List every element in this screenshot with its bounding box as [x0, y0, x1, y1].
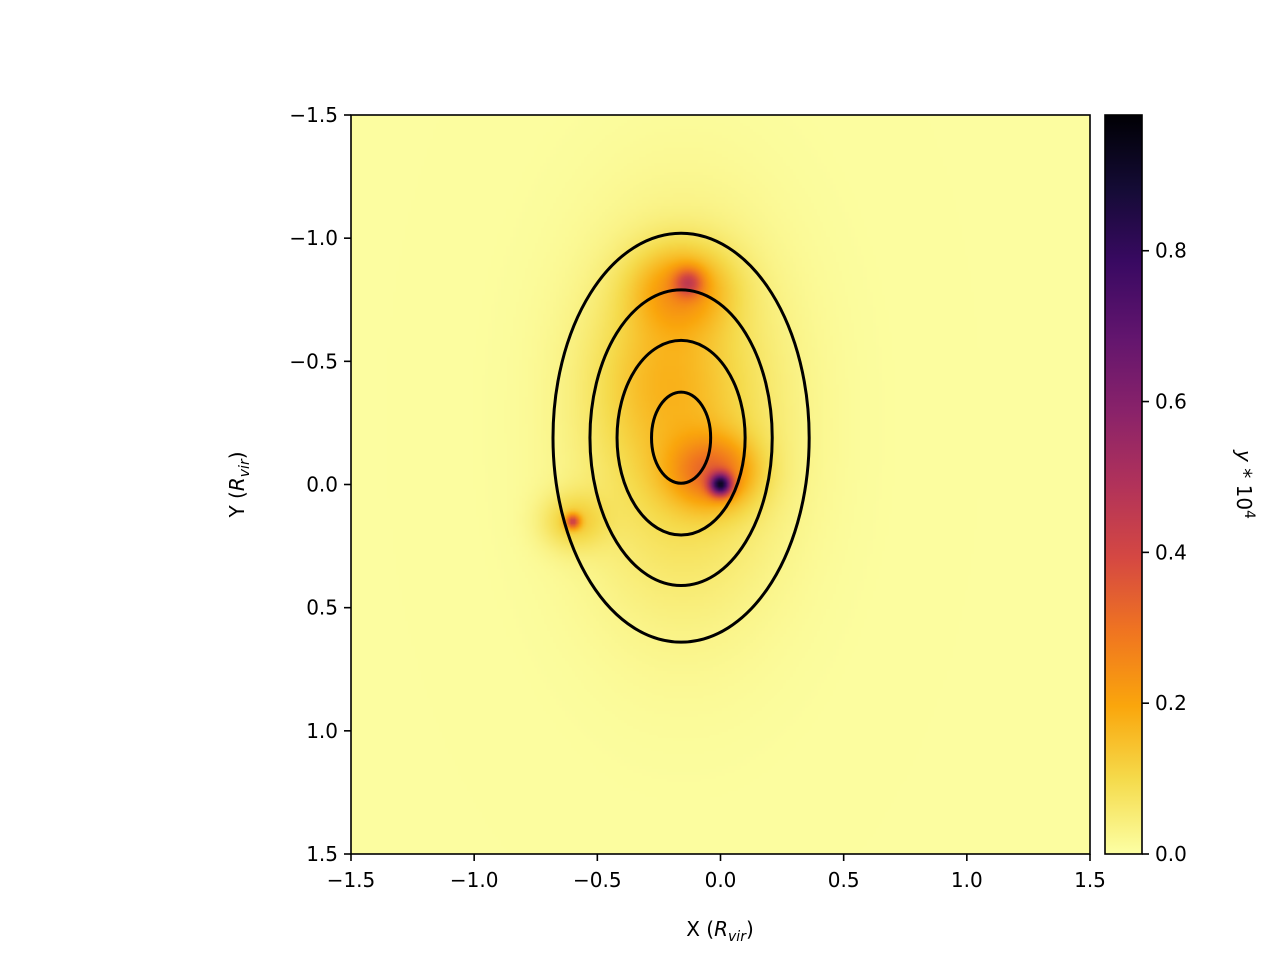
colorbar-ticks: 0.0 0.2 0.4 0.6 0.8 [1142, 239, 1187, 866]
colorbar-label: y * 104 [1232, 449, 1257, 519]
y-tick-label: −1.0 [289, 226, 338, 250]
y-tick-label: −1.5 [289, 103, 338, 127]
colorbar-tick-label: 0.2 [1155, 691, 1187, 715]
contour-ellipse [615, 338, 747, 537]
x-tick-label: −1.0 [450, 868, 499, 892]
y-tick-label: 1.5 [306, 842, 338, 866]
x-axis-label: X (Rvir) [686, 917, 754, 945]
y-tick-label: 0.0 [306, 473, 338, 497]
contour-ellipse [650, 390, 713, 485]
colorbar: 0.0 0.2 0.4 0.6 0.8 y * 104 [1104, 114, 1257, 866]
y-tick-label: 0.5 [306, 596, 338, 620]
y-tick-label: −0.5 [289, 349, 338, 373]
y-axis-label: Y (Rvir) [225, 451, 253, 518]
contour-ellipse [551, 231, 811, 644]
colorbar-tick-label: 0.8 [1155, 239, 1187, 263]
x-tick-label: 1.5 [1074, 868, 1106, 892]
x-tick-label: 0.0 [705, 868, 737, 892]
colorbar-frame [1104, 114, 1143, 855]
colorbar-tick-label: 0.4 [1155, 540, 1187, 564]
x-axis: −1.5 −1.0 −0.5 0.0 0.5 1.0 1.5 [327, 854, 1106, 892]
y-tick-label: 1.0 [306, 719, 338, 743]
x-tick-label: 0.5 [828, 868, 860, 892]
colorbar-tick-label: 0.0 [1155, 842, 1187, 866]
contour-ellipse [588, 288, 774, 587]
colorbar-gradient [1105, 115, 1142, 854]
x-tick-label: −0.5 [573, 868, 622, 892]
heatmap-image [351, 115, 1090, 854]
x-tick-label: 1.0 [951, 868, 983, 892]
y-axis: −1.5 −1.0 −0.5 0.0 0.5 1.0 1.5 [289, 103, 351, 866]
x-tick-label: −1.5 [327, 868, 376, 892]
contour-group [551, 231, 811, 644]
heatmap-area [350, 114, 1091, 855]
colorbar-tick-label: 0.6 [1155, 390, 1187, 414]
